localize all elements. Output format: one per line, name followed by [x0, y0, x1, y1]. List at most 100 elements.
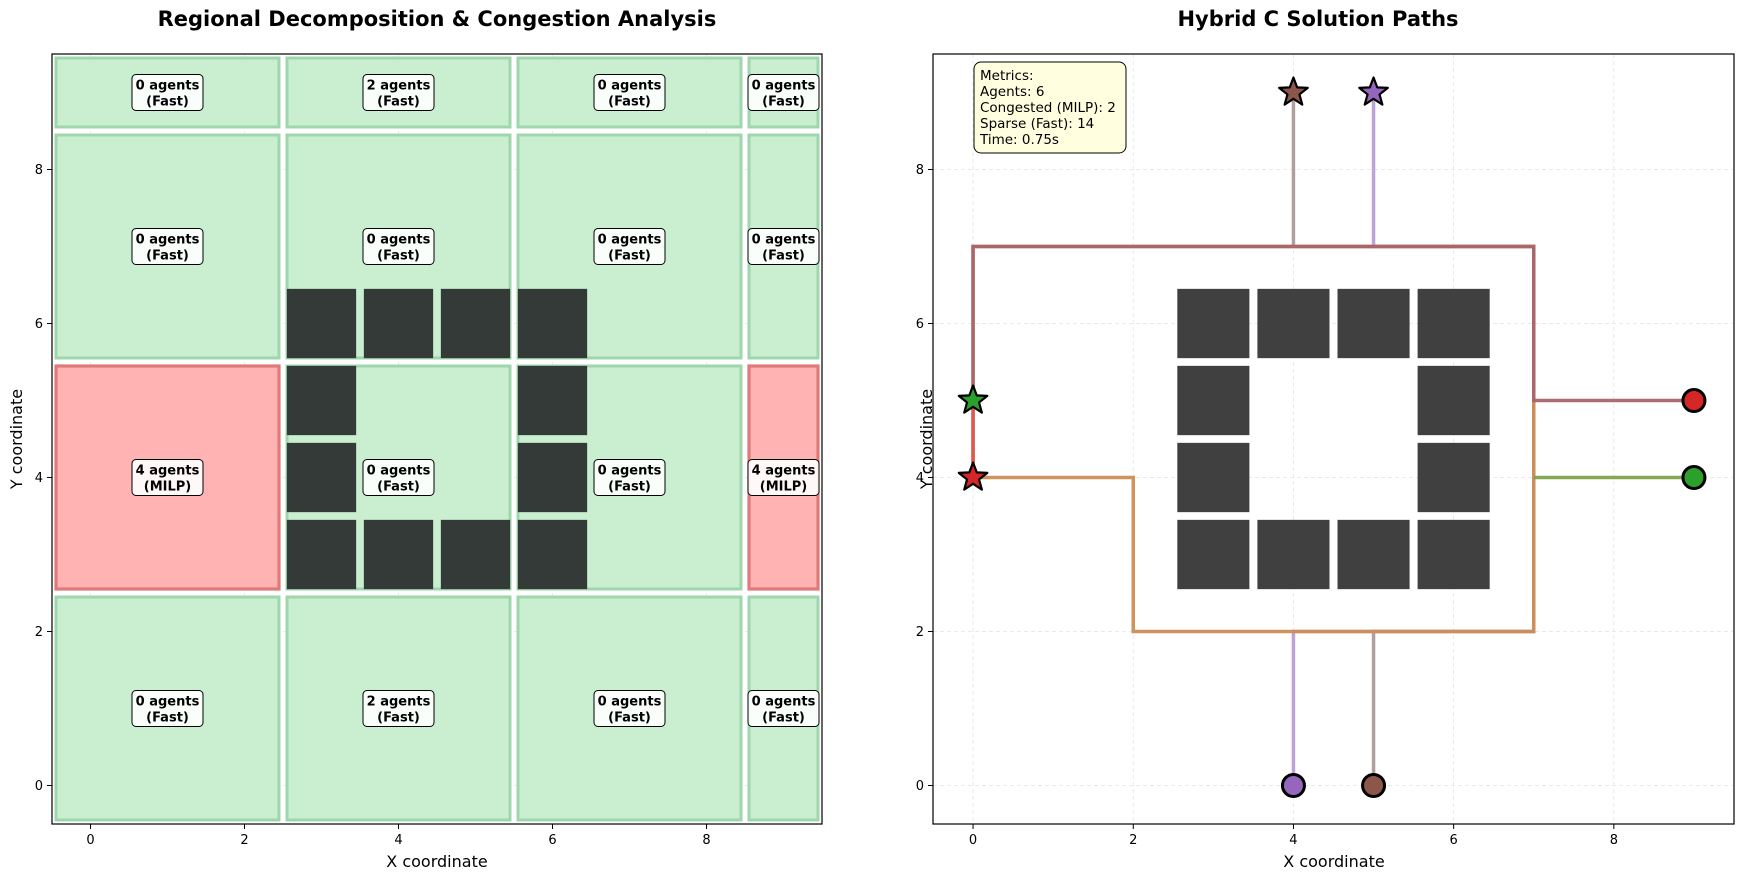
region-solver-mode: (MILP) — [760, 480, 807, 495]
y-tick-label: 2 — [916, 625, 924, 640]
right-ticks: 0 2 4 6 8 0 2 4 6 8 — [916, 163, 1618, 848]
region-label-box — [747, 459, 820, 496]
y-tick-label: 4 — [35, 471, 43, 486]
agent-path — [1291, 92, 1536, 786]
region-solver-mode: (Fast) — [146, 95, 189, 110]
x-tick-label: 2 — [240, 833, 248, 848]
region-agent-count: 4 agents — [752, 464, 816, 479]
y-tick-label: 6 — [916, 317, 924, 332]
region-label-box — [593, 459, 666, 496]
region-agent-count: 0 agents — [136, 233, 200, 248]
region-agent-count: 0 agents — [598, 464, 662, 479]
goal-marker — [957, 384, 989, 414]
obstacle-cell — [1177, 288, 1250, 359]
y-tick-label: 8 — [916, 163, 924, 178]
obstacle-cell — [363, 519, 434, 590]
solution-paths-panel: Hybrid C Solution Paths 0 2 4 6 8 0 2 4 6 8 X coo… — [916, 7, 1735, 871]
region-label-box — [593, 74, 666, 111]
obstacle-cell — [1177, 365, 1250, 436]
region-agent-count: 0 agents — [598, 233, 662, 248]
metrics-line: Agents: 6 — [980, 84, 1044, 100]
start-marker — [1681, 388, 1707, 413]
obstacle-cell — [1417, 442, 1490, 513]
region-solver-mode: (Fast) — [608, 95, 651, 110]
region-agent-count: 0 agents — [752, 695, 816, 710]
x-tick-label: 6 — [1450, 833, 1458, 848]
start-marker — [1361, 773, 1387, 798]
left-ticks: 0 2 4 6 8 0 2 4 6 8 — [35, 163, 711, 848]
paths-layer — [971, 92, 1694, 786]
x-tick-label: 8 — [1610, 833, 1618, 848]
region-label-box — [593, 228, 666, 265]
obstacle-cell — [286, 519, 357, 590]
region-solver-mode: (Fast) — [377, 711, 420, 726]
region-solver-mode: (Fast) — [762, 95, 805, 110]
obstacle-cell — [1257, 288, 1330, 359]
region-solver-mode: (Fast) — [377, 95, 420, 110]
goal-marker — [957, 461, 989, 491]
right-chart-title: Hybrid C Solution Paths — [1177, 7, 1458, 31]
region-agent-count: 2 agents — [367, 695, 431, 710]
obstacle-cell — [363, 288, 434, 359]
region-agent-count: 0 agents — [752, 233, 816, 248]
region-solver-mode: (Fast) — [608, 249, 651, 264]
x-tick-label: 0 — [86, 833, 94, 848]
region-agent-count: 0 agents — [598, 79, 662, 94]
region-label-box — [362, 228, 435, 265]
region-label-box — [747, 74, 820, 111]
region-label-box — [362, 459, 435, 496]
region-agent-count: 0 agents — [752, 79, 816, 94]
right-gridlines — [933, 54, 1734, 824]
left-chart-title: Regional Decomposition & Congestion Anal… — [158, 7, 717, 31]
left-x-axis-label: X coordinate — [386, 852, 487, 871]
x-tick-label: 8 — [702, 833, 710, 848]
y-tick-label: 0 — [916, 779, 924, 794]
x-tick-label: 4 — [394, 833, 402, 848]
region-label-box — [593, 690, 666, 727]
region-label-box — [131, 690, 204, 727]
obstacle-cell — [440, 288, 511, 359]
obstacle-cell — [1417, 288, 1490, 359]
metrics-line: Metrics: — [980, 68, 1034, 84]
start-marker — [1681, 465, 1707, 490]
obstacle-cell — [440, 519, 511, 590]
obstacle-cell — [286, 442, 357, 513]
region-solver-mode: (Fast) — [377, 480, 420, 495]
region-solver-mode: (Fast) — [608, 711, 651, 726]
obstacle-cell — [1417, 365, 1490, 436]
obstacle-cell — [1337, 288, 1410, 359]
obstacle-cell — [1177, 519, 1250, 590]
region-label-box — [131, 74, 204, 111]
obstacle-cell — [286, 365, 357, 436]
right-axes-frame — [932, 53, 1735, 825]
obstacle-cell — [517, 288, 588, 359]
left-axes-frame — [51, 53, 823, 825]
obstacle-cell — [1257, 519, 1330, 590]
x-tick-label: 6 — [548, 833, 556, 848]
y-tick-label: 2 — [35, 625, 43, 640]
obstacle-cell — [517, 365, 588, 436]
region-label-box — [362, 690, 435, 727]
region-agent-count: 0 agents — [598, 695, 662, 710]
obstacle-cell — [1417, 519, 1490, 590]
region-label-box — [131, 228, 204, 265]
goal-marker — [1278, 76, 1309, 106]
right-y-axis-label: Y coordinate — [917, 389, 936, 490]
left-obstacles-layer — [286, 288, 588, 590]
agent-path — [971, 244, 1694, 478]
obstacle-cell — [517, 442, 588, 513]
region-agent-count: 0 agents — [367, 464, 431, 479]
region-solver-mode: (Fast) — [762, 249, 805, 264]
metrics-line: Time: 0.75s — [979, 132, 1059, 148]
x-tick-label: 4 — [1289, 833, 1297, 848]
region-solver-mode: (Fast) — [377, 249, 420, 264]
agent-path — [1291, 92, 1536, 786]
region-solver-mode: (Fast) — [146, 711, 189, 726]
obstacle-cell — [286, 288, 357, 359]
metrics-line: Sparse (Fast): 14 — [980, 116, 1094, 132]
obstacle-cell — [1337, 519, 1410, 590]
region-agent-count: 4 agents — [136, 464, 200, 479]
region-labels-layer: 0 agents(Fast)2 agents(Fast)0 agents(Fas… — [131, 74, 820, 727]
right-x-axis-label: X coordinate — [1283, 852, 1384, 871]
